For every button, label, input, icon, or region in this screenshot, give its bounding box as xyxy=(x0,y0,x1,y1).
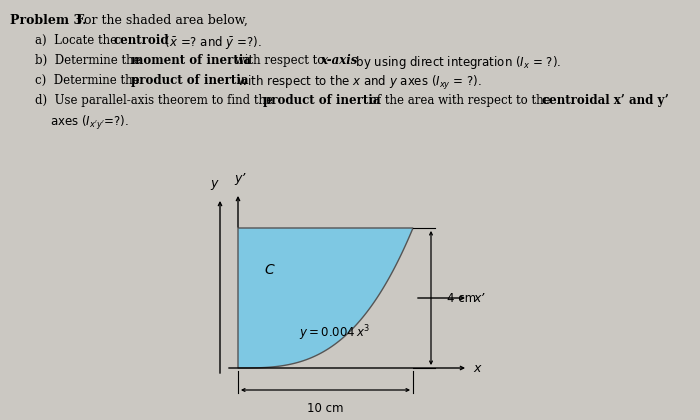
Text: axes ($I_{x'y'}$=?).: axes ($I_{x'y'}$=?). xyxy=(50,114,129,132)
Text: ($\bar{x}$ =? and $\bar{y}$ =?).: ($\bar{x}$ =? and $\bar{y}$ =?). xyxy=(161,34,262,51)
Text: x: x xyxy=(473,362,480,375)
Text: centroid: centroid xyxy=(113,34,169,47)
Text: c)  Determine the: c) Determine the xyxy=(35,74,144,87)
Text: C: C xyxy=(265,263,274,277)
Text: 10 cm: 10 cm xyxy=(307,402,344,415)
Text: b)  Determine the: b) Determine the xyxy=(35,54,144,67)
Text: moment of inertia: moment of inertia xyxy=(131,54,251,67)
Text: of the area with respect to the: of the area with respect to the xyxy=(366,94,554,107)
Text: $y = 0.004\,x^3$: $y = 0.004\,x^3$ xyxy=(299,323,370,343)
Text: d)  Use parallel-axis theorem to find the: d) Use parallel-axis theorem to find the xyxy=(35,94,276,107)
Text: product of inertia: product of inertia xyxy=(263,94,381,107)
Text: centroidal x’ and y’: centroidal x’ and y’ xyxy=(542,94,669,107)
Text: For the shaded area below,: For the shaded area below, xyxy=(76,14,248,27)
Text: by using direct integration ($I_x$ = ?).: by using direct integration ($I_x$ = ?). xyxy=(352,54,561,71)
Polygon shape xyxy=(238,228,413,368)
Text: with respect to: with respect to xyxy=(231,54,328,67)
Text: product of inertia: product of inertia xyxy=(131,74,248,87)
Text: Problem 3.: Problem 3. xyxy=(10,14,91,27)
Text: 4 cm: 4 cm xyxy=(447,291,476,304)
Text: with respect to the $x$ and $y$ axes ($I_{xy}$ = ?).: with respect to the $x$ and $y$ axes ($I… xyxy=(234,74,482,92)
Text: x’: x’ xyxy=(473,292,484,305)
Text: a)  Locate the: a) Locate the xyxy=(35,34,121,47)
Text: y: y xyxy=(210,177,218,190)
Text: y’: y’ xyxy=(234,172,246,185)
Text: x-axis: x-axis xyxy=(320,54,358,67)
